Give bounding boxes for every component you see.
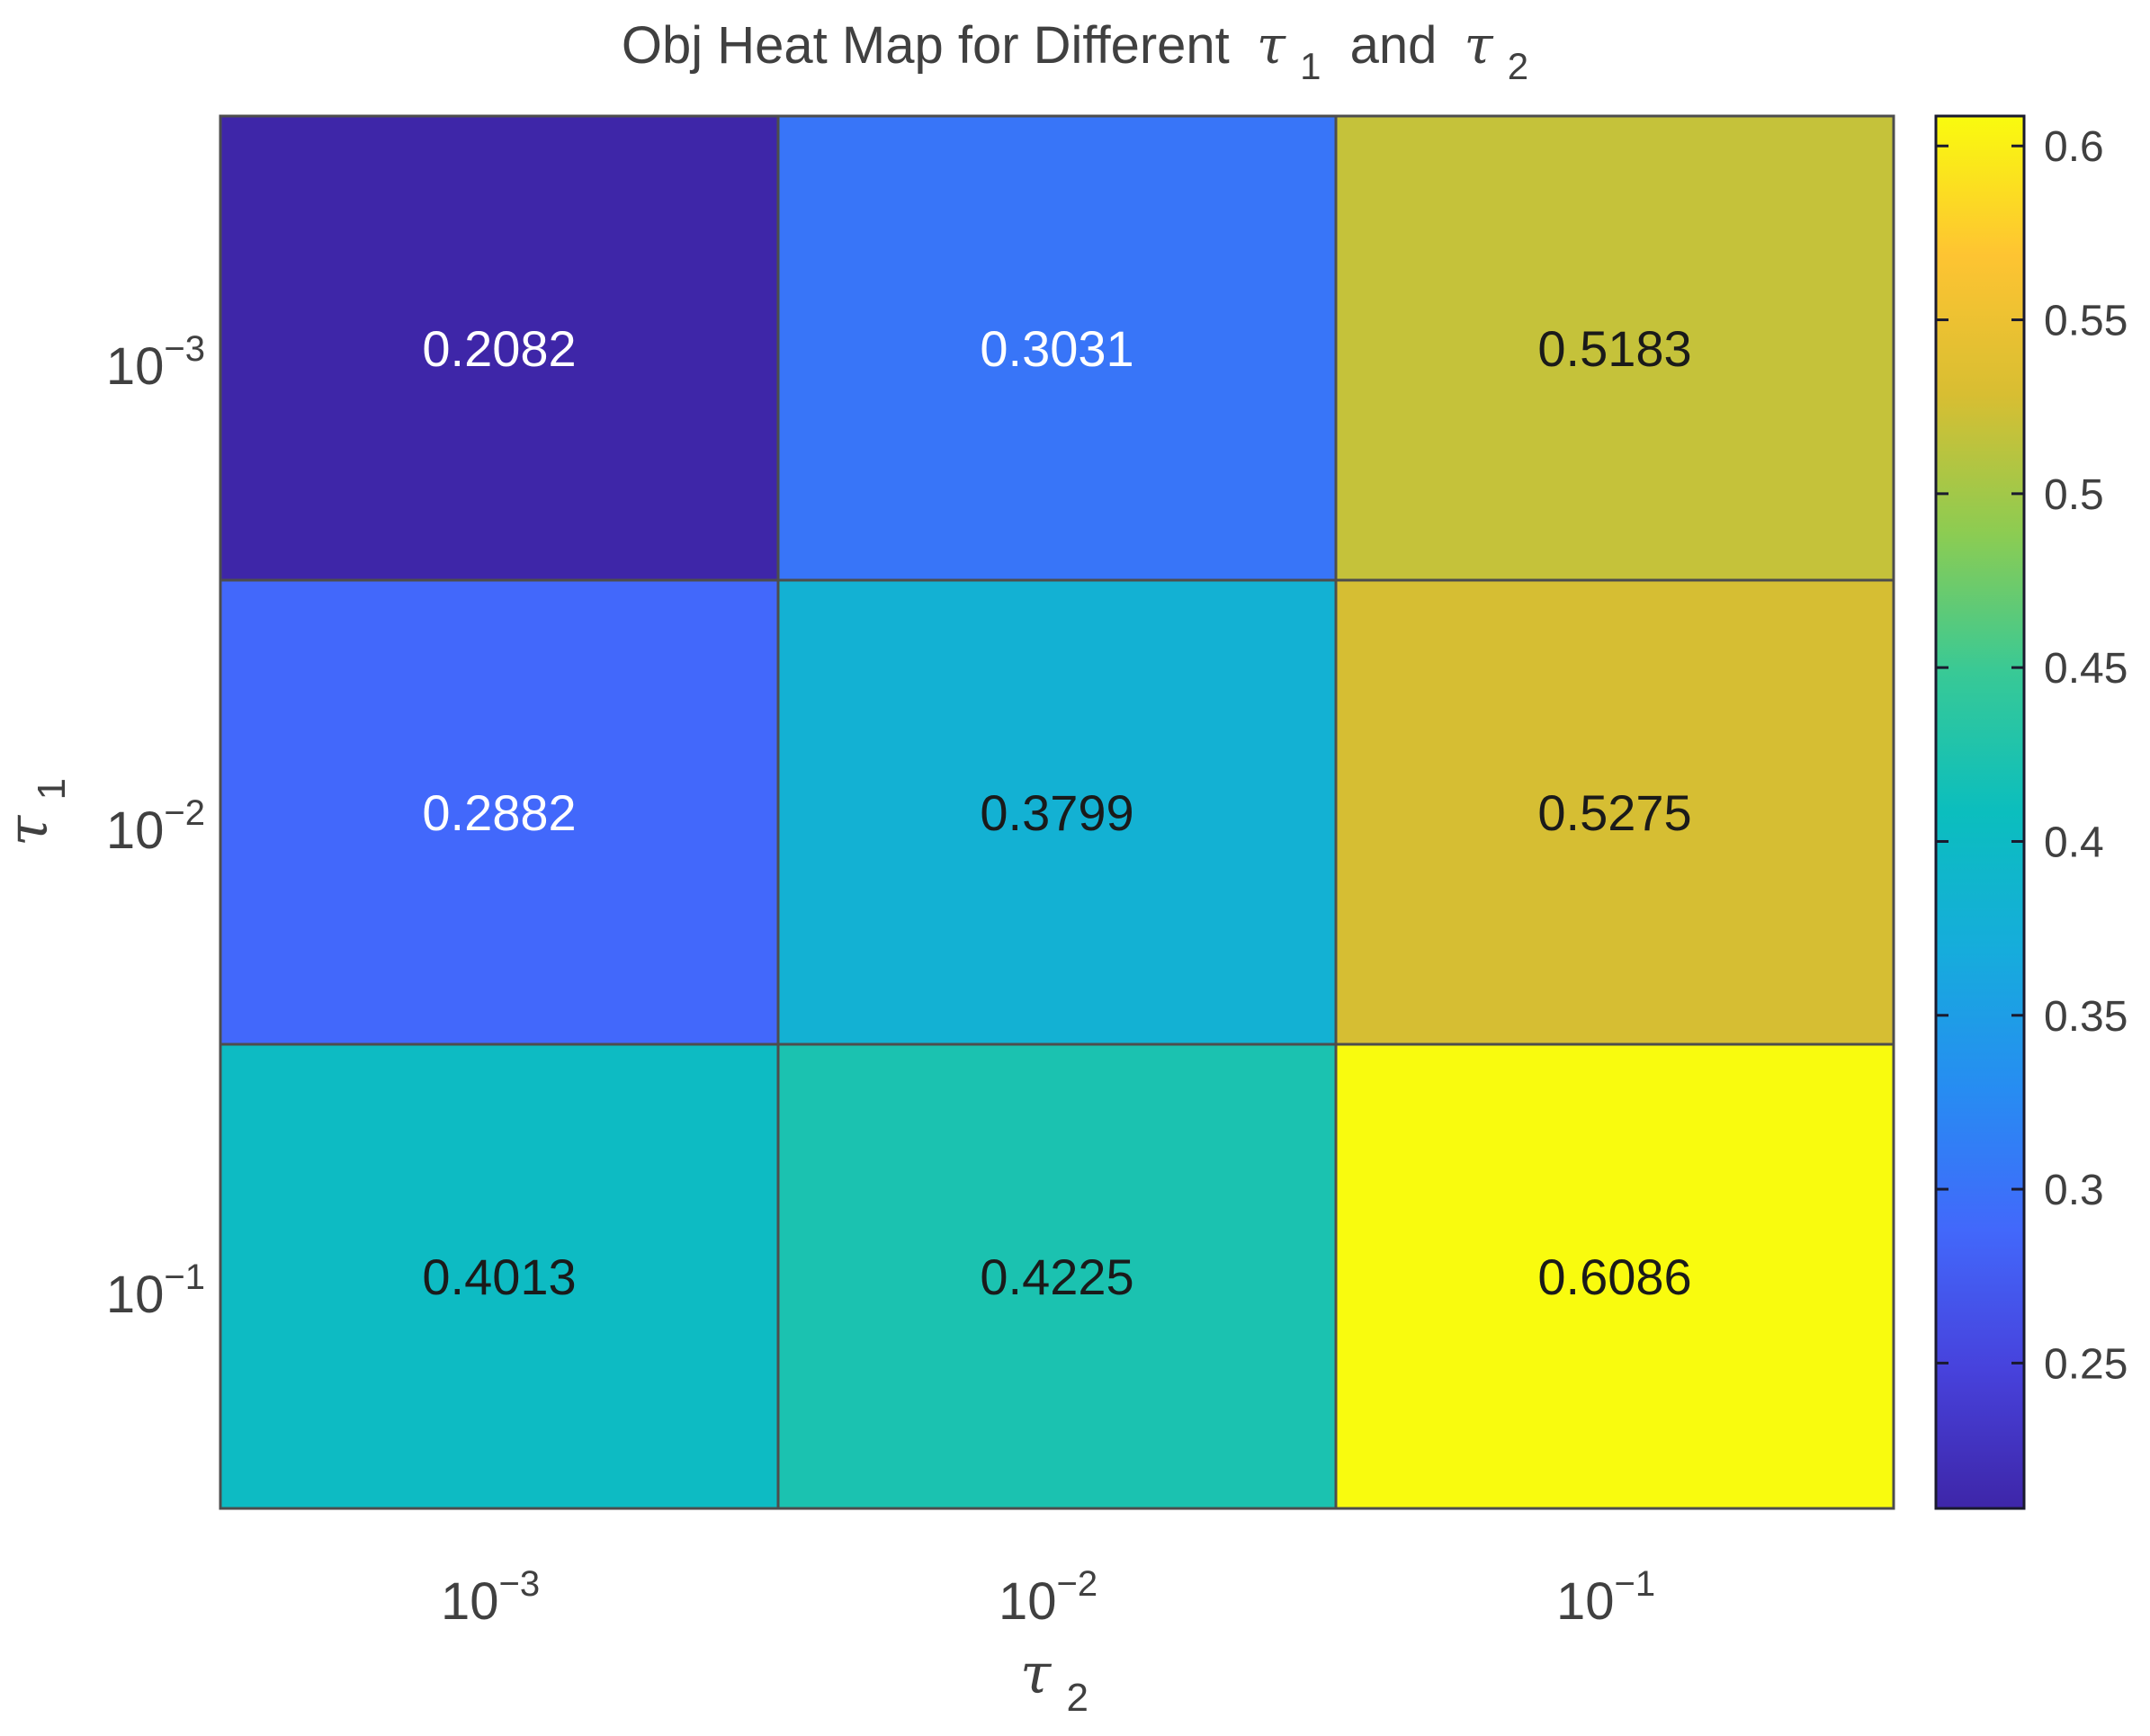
colorbar-tick-label: 0.55 bbox=[2044, 298, 2128, 345]
heatmap-cell-r2-c3 bbox=[1334, 578, 1895, 1046]
x-axis-label-sub: 2 bbox=[1067, 1676, 1088, 1720]
cell-value-label: 0.3799 bbox=[980, 784, 1133, 841]
y-tick-label: 10−1 bbox=[106, 1257, 205, 1324]
cell-value-label: 0.2882 bbox=[422, 784, 576, 841]
y-axis-label: τ 1 bbox=[0, 778, 74, 846]
cell-value-label: 0.6086 bbox=[1537, 1248, 1691, 1305]
cell-value-label: 0.4013 bbox=[422, 1248, 576, 1305]
heatmap-cell-r2-c1 bbox=[219, 578, 780, 1046]
colorbar-tick-label: 0.4 bbox=[2044, 819, 2104, 866]
heatmap-cells: 0.2082 0.3031 0.5183 0.2882 0.3799 0.5275 0.40… bbox=[219, 114, 1895, 1510]
heatmap-cell-r1-c1 bbox=[219, 114, 780, 582]
title-joiner: and bbox=[1350, 16, 1438, 75]
colorbar-frame bbox=[1934, 114, 2026, 1510]
x-tick-label: 10−3 bbox=[441, 1564, 540, 1631]
x-tick-label: 10−1 bbox=[1556, 1564, 1655, 1631]
colorbar-tick-label: 0.35 bbox=[2044, 993, 2128, 1041]
colorbar-tick-label: 0.25 bbox=[2044, 1340, 2128, 1388]
heatmap-cell-r3-c2 bbox=[776, 1042, 1338, 1510]
x-axis-label-symbol: τ bbox=[1020, 1641, 1053, 1706]
colorbar-tick-label: 0.45 bbox=[2044, 645, 2128, 693]
heatmap-cell-r2-c2 bbox=[776, 578, 1338, 1046]
cell-value-label: 0.3031 bbox=[980, 320, 1133, 377]
y-tick-label: 10−2 bbox=[106, 793, 205, 860]
cell-value-label: 0.5183 bbox=[1537, 320, 1691, 377]
title-prefix: Obj Heat Map for Different bbox=[622, 16, 1230, 75]
x-axis-label: τ 2 bbox=[1020, 1641, 1088, 1720]
y-tick-label: 10−3 bbox=[106, 329, 205, 396]
colorbar-tick-label: 0.5 bbox=[2044, 471, 2104, 519]
y-axis-ticks: 10−3 10−2 10−1 bbox=[106, 329, 205, 1324]
x-axis-ticks: 10−3 10−2 10−1 bbox=[441, 1564, 1655, 1631]
plot-frame bbox=[219, 114, 1895, 1510]
colorbar-tick-label: 0.3 bbox=[2044, 1167, 2104, 1214]
colorbar-gradient bbox=[1936, 116, 2024, 1508]
cell-value-label: 0.4225 bbox=[980, 1248, 1133, 1305]
title-symbol-1: τ bbox=[1257, 14, 1286, 76]
chart-title: Obj Heat Map for Different τ 1 and τ 2 bbox=[622, 14, 1528, 91]
heatmap-cell-r3-c1 bbox=[219, 1042, 780, 1510]
title-sub-2: 2 bbox=[1508, 45, 1528, 87]
cell-value-label: 0.5275 bbox=[1537, 784, 1691, 841]
heatmap-cell-r1-c2 bbox=[776, 114, 1338, 582]
title-symbol-2: τ bbox=[1465, 14, 1494, 76]
colorbar-tick-label: 0.6 bbox=[2044, 123, 2104, 171]
y-axis-label-sub: 1 bbox=[30, 778, 74, 800]
title-sub-1: 1 bbox=[1300, 45, 1321, 87]
cell-value-label: 0.2082 bbox=[422, 320, 576, 377]
x-tick-label: 10−2 bbox=[999, 1564, 1097, 1631]
y-axis-label-symbol: τ bbox=[0, 814, 60, 846]
colorbar-ticks: 0.25 0.3 0.35 0.4 0.45 0.5 0.55 0.6 bbox=[1936, 123, 2128, 1388]
